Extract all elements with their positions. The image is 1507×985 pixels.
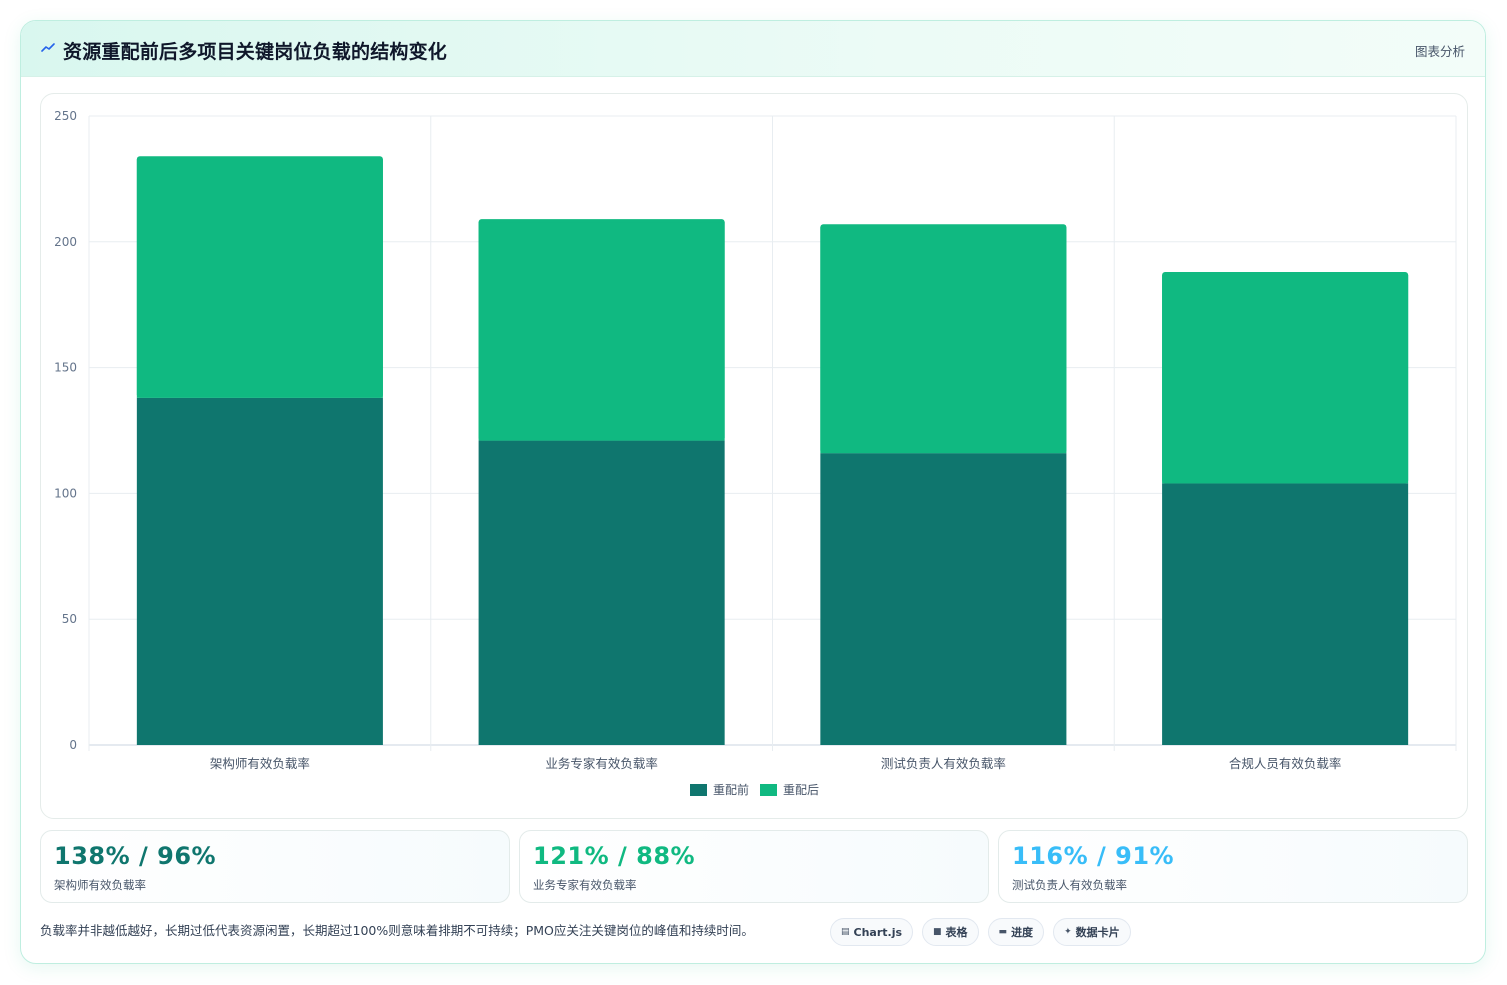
tag-label: 表格 xyxy=(945,926,968,939)
legend-swatch[interactable] xyxy=(760,784,777,796)
legend-label[interactable]: 重配后 xyxy=(783,783,819,797)
tag-label: 进度 xyxy=(1011,926,1034,939)
kpi-card-architect: 138% / 96% 架构师有效负载率 xyxy=(40,830,510,903)
kpi-label: 架构师有效负载率 xyxy=(54,878,146,892)
kpi-card-business-expert: 121% / 88% 业务专家有效负载率 xyxy=(519,830,989,903)
chart-panel: 0 50 100 150 200 250 架构师有效负载率 业务专家有效负载率 测试负责人有效负… xyxy=(40,93,1468,819)
y-tick-label: 0 xyxy=(69,738,77,752)
footnote: 负载率并非越低越好，长期过低代表资源闲置，长期超过100%则意味着排期不可持续；… xyxy=(40,923,754,938)
stacked-bar-chart: 0 50 100 150 200 250 架构师有效负载率 业务专家有效负载率 测试负责人有效负… xyxy=(54,109,1457,797)
bar-after-body xyxy=(478,222,725,441)
bar-after-body xyxy=(1162,274,1409,484)
legend-swatch[interactable] xyxy=(690,784,707,796)
tag-progress[interactable]: ▬ 进度 xyxy=(987,918,1045,946)
table-icon: ■ xyxy=(933,927,942,937)
tag-list: ▤ Chart.js ■ 表格 ▬ 进度 ✦ 数据卡片 xyxy=(830,918,1131,946)
bar-before[interactable] xyxy=(820,453,1067,745)
tag-table[interactable]: ■ 表格 xyxy=(922,918,979,946)
page-title: 资源重配前后多项目关键岗位负载的结构变化 xyxy=(63,41,448,63)
bar-before[interactable] xyxy=(1162,483,1409,745)
chart-icon: ▤ xyxy=(841,927,850,937)
y-tick-label: 250 xyxy=(54,109,77,123)
kpi-value: 116% / 91% xyxy=(1012,842,1175,870)
bar-after-body xyxy=(820,227,1067,454)
sparkle-icon: ✦ xyxy=(1064,927,1072,937)
x-tick-label: 架构师有效负载率 xyxy=(210,756,310,771)
legend-label[interactable]: 重配前 xyxy=(713,782,749,797)
kpi-label: 测试负责人有效负载率 xyxy=(1012,878,1127,892)
tag-data-card[interactable]: ✦ 数据卡片 xyxy=(1053,918,1131,946)
kpi-value: 121% / 88% xyxy=(533,842,696,870)
x-tick-label: 测试负责人有效负载率 xyxy=(881,756,1006,771)
bar-before[interactable] xyxy=(478,440,725,745)
progress-icon: ▬ xyxy=(998,927,1008,937)
y-tick-label: 50 xyxy=(62,612,77,626)
y-tick-label: 150 xyxy=(54,361,77,375)
x-tick-label: 合规人员有效负载率 xyxy=(1229,756,1342,771)
y-tick-label: 200 xyxy=(54,235,77,249)
bar-before[interactable] xyxy=(136,397,383,745)
tag-label: Chart.js xyxy=(853,925,903,939)
chart-analysis-link[interactable]: 图表分析 xyxy=(1414,44,1465,59)
kpi-card-test-lead: 116% / 91% 测试负责人有效负载率 xyxy=(998,830,1468,903)
bar-after-body xyxy=(136,159,383,398)
kpi-label: 业务专家有效负载率 xyxy=(533,878,637,892)
card-header: 资源重配前后多项目关键岗位负载的结构变化 图表分析 xyxy=(21,21,1485,77)
kpi-value: 138% / 96% xyxy=(54,842,217,870)
tag-chartjs[interactable]: ▤ Chart.js xyxy=(830,918,914,946)
trend-line-icon xyxy=(41,43,55,52)
tag-label: 数据卡片 xyxy=(1075,926,1120,939)
chart-card: 资源重配前后多项目关键岗位负载的结构变化 图表分析 0 50 100 150 200 25… xyxy=(20,20,1486,964)
x-tick-label: 业务专家有效负载率 xyxy=(545,756,658,771)
y-tick-label: 100 xyxy=(54,486,77,500)
